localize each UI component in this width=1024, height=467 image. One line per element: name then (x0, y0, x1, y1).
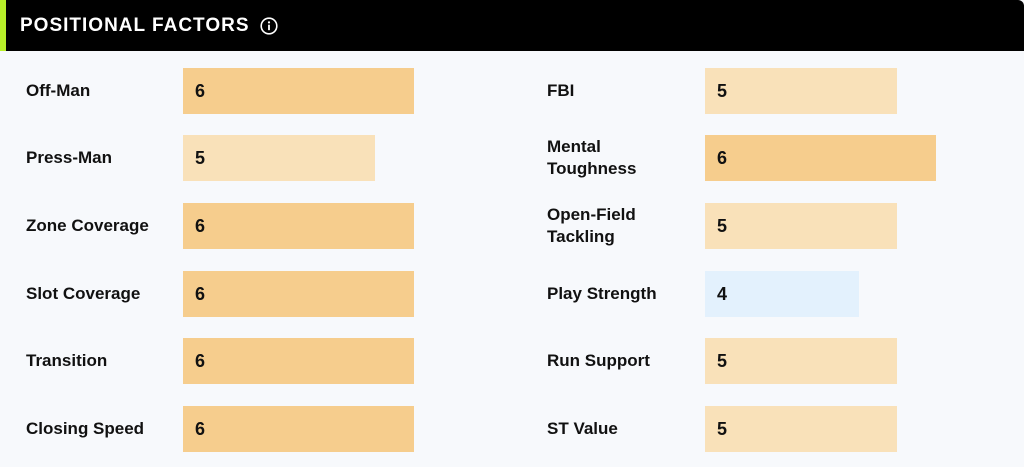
factor-value-bar: 4 (705, 271, 859, 317)
factor-label: Play Strength (547, 284, 657, 303)
factor-value-bar: 5 (705, 338, 897, 384)
panel-header: POSITIONAL FACTORS (0, 0, 1024, 51)
factor-label: Mental Toughness (547, 137, 637, 178)
factor-value-bar: 5 (705, 68, 897, 114)
factor-value-bar: 5 (183, 135, 375, 181)
factor-label: Run Support (547, 351, 650, 370)
factor-label: Slot Coverage (26, 284, 141, 303)
factor-label: Zone Coverage (26, 216, 149, 235)
factor-value-bar: 6 (183, 406, 414, 452)
factor-label: Closing Speed (26, 419, 145, 438)
factor-value-bar: 6 (705, 135, 936, 181)
factor-value-bar: 5 (705, 406, 897, 452)
factor-value-bar: 6 (183, 271, 414, 317)
factor-label: FBI (547, 81, 575, 100)
factor-label: Off-Man (26, 81, 91, 100)
info-icon[interactable] (259, 16, 278, 35)
factor-label: Press-Man (26, 148, 112, 167)
factor-value-bar: 6 (183, 203, 414, 249)
factor-value-bar: 6 (183, 68, 414, 114)
factor-label: ST Value (547, 419, 618, 438)
factor-value-bar: 6 (183, 338, 414, 384)
panel-title: POSITIONAL FACTORS (20, 14, 250, 36)
factor-label: Transition (26, 351, 108, 370)
factor-label: Open-Field Tackling (547, 205, 636, 246)
factor-value-bar: 5 (705, 203, 897, 249)
